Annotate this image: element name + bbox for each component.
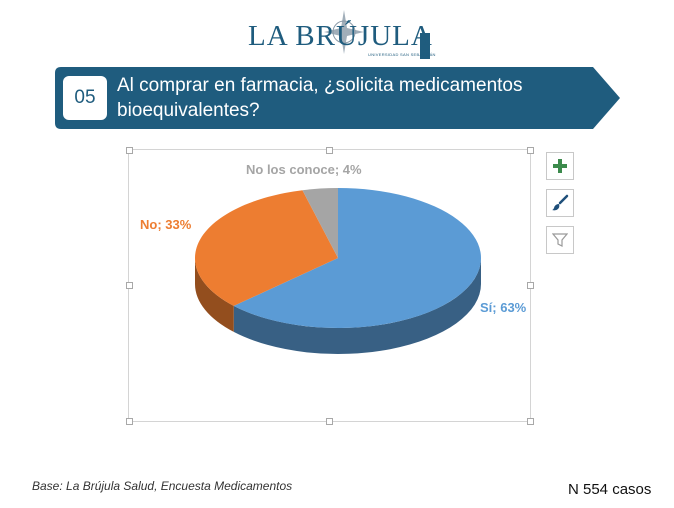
resize-handle-right[interactable]: [527, 282, 534, 289]
funnel-icon: [552, 233, 568, 247]
source-note: Base: La Brújula Salud, Encuesta Medicam…: [32, 479, 293, 493]
question-banner: 05 Al comprar en farmacia, ¿solicita med…: [55, 67, 620, 129]
question-number: 05: [63, 76, 107, 120]
plus-icon: [553, 159, 567, 173]
question-text: Al comprar en farmacia, ¿solicita medica…: [117, 75, 523, 121]
pie-slice-sí[interactable]: [233, 188, 481, 328]
logo: [0, 10, 674, 60]
resize-handle-bottom[interactable]: [326, 418, 333, 425]
logo-subtitle: UNIVERSIDAD SAN SEBASTIÁN: [368, 52, 436, 57]
logo-side-bar: [420, 33, 430, 59]
resize-handle-bottom-left[interactable]: [126, 418, 133, 425]
data-label-sí: Sí; 63%: [480, 300, 527, 315]
chart-elements-button[interactable]: [546, 152, 574, 180]
pie-slice-no-los-conoce[interactable]: [302, 188, 338, 258]
pie-slice-no[interactable]: [194, 190, 338, 306]
chart-styles-button[interactable]: [546, 189, 574, 217]
resize-handle-top-left[interactable]: [126, 147, 133, 154]
resize-handle-top-right[interactable]: [527, 147, 534, 154]
resize-handle-left[interactable]: [126, 282, 133, 289]
resize-handle-top[interactable]: [326, 147, 333, 154]
pie-slice-side-no: [195, 258, 234, 332]
chart-filters-button[interactable]: [546, 226, 574, 254]
logo-text: LA BRÚJULA: [248, 20, 433, 52]
paintbrush-icon: [552, 194, 569, 211]
data-label-no-los-conoce: No los conoce; 4%: [246, 162, 362, 177]
sample-size: N 554 casos: [568, 481, 652, 498]
resize-handle-bottom-right[interactable]: [527, 418, 534, 425]
compass-star-icon: [324, 10, 364, 54]
pie-slice-side-sí: [233, 258, 481, 354]
data-label-no: No; 33%: [140, 217, 192, 232]
